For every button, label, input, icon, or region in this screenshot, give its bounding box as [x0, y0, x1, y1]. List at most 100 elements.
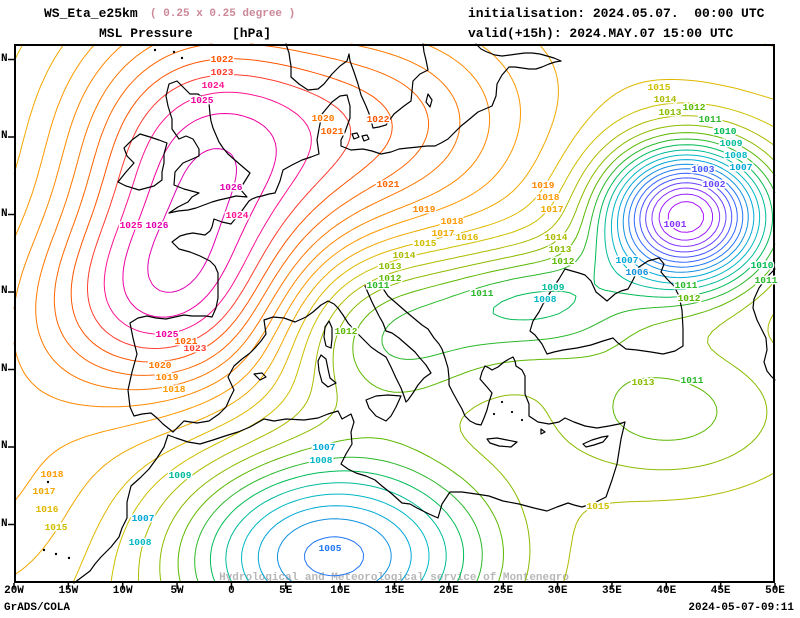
contour-line-1013: [159, 124, 776, 584]
contour-label: 1011: [681, 375, 704, 386]
coastline-great-britain: [165, 80, 251, 214]
contour-label: 1018: [163, 384, 186, 395]
contour-label: 1017: [541, 204, 564, 215]
lat-tick-label: N: [1, 440, 8, 452]
lon-tick-label: 30E: [547, 585, 568, 597]
contour-line-1008: [241, 154, 761, 584]
lon-tick-label: 25E: [493, 585, 514, 597]
contour-label: 1010: [714, 126, 737, 137]
contour-label: 1012: [678, 293, 701, 304]
contour-line-1006: [277, 163, 749, 584]
contour-label: 1008: [725, 150, 748, 161]
latitude-axis: N N N N N N N: [0, 0, 14, 618]
lon-tick-label: 35E: [602, 585, 622, 597]
field-units: [hPa]: [232, 26, 272, 41]
contour-label: 1005: [319, 543, 342, 554]
small-islands: [42, 48, 524, 560]
contour-label: 1003: [692, 164, 715, 175]
contour-label: 1016: [36, 504, 59, 515]
contour-label: 1010: [751, 260, 774, 271]
lon-tick-label: 45E: [710, 585, 731, 597]
contour-line-1020: [35, 43, 461, 391]
coastline-scandinavia: [285, 43, 429, 129]
contour-line-1024: [103, 91, 312, 335]
coastline-mediterranean-north: [172, 282, 517, 433]
coastline-black-sea: [529, 257, 684, 355]
contour-label: 1018: [41, 469, 64, 480]
map-frame: Hydrological and Meteorological service …: [8, 43, 779, 589]
contour-line-1025: [122, 113, 277, 318]
contour-line-1016: [13, 43, 776, 584]
contour-label: 1021: [377, 179, 400, 190]
contour-label: 1021: [321, 126, 344, 137]
coastline-caspian: [752, 268, 776, 381]
contour-line-1010: [209, 144, 773, 584]
contour-label: 1015: [414, 238, 437, 249]
contour-line-1017: [13, 43, 776, 576]
grads-credit: GrADS/COLA: [4, 602, 71, 614]
contour-line-1019: [13, 43, 491, 408]
contour-line-1000: [658, 193, 713, 241]
axis-ticks: [8, 58, 776, 589]
contour-line-1007: [257, 159, 755, 584]
contour-label: 1015: [648, 82, 671, 93]
contour-line-1021: [53, 43, 430, 376]
lon-tick-label: 0: [228, 585, 235, 597]
contour-label: 1022: [367, 114, 390, 125]
contour-label: 1019: [413, 204, 436, 215]
map-border: [14, 44, 775, 583]
contour-label: 1012: [552, 256, 575, 267]
contour-label: 1017: [33, 486, 56, 497]
contour-label: 1017: [432, 228, 455, 239]
contour-label: 1011: [699, 114, 722, 125]
lon-tick-label: 15E: [384, 585, 405, 597]
contour-label: 1012: [683, 102, 706, 113]
contour-label: 1011: [471, 288, 494, 299]
contour-label: 1018: [441, 216, 464, 227]
contour-label: 1012: [335, 326, 358, 337]
grid-resolution: ( 0.25 x 0.25 degree ): [150, 8, 296, 20]
contour-label: 1021: [175, 336, 198, 347]
lon-tick-label: 15W: [58, 585, 79, 597]
coastlines-layer: [42, 43, 776, 584]
contour-label: 1025: [120, 220, 143, 231]
contour-line-999: [667, 201, 704, 233]
contour-label: 1001: [664, 219, 687, 230]
contour-label: 1016: [456, 232, 479, 243]
coastline-finland: [475, 43, 562, 62]
lat-tick-label: N: [1, 130, 8, 142]
contour-label: 1025: [191, 95, 214, 106]
lon-tick-label: 5E: [279, 585, 293, 597]
contour-label: 1018: [537, 192, 560, 203]
contour-label: 1015: [45, 522, 68, 533]
contour-label: 1013: [632, 377, 655, 388]
contour-line-1018: [13, 43, 521, 503]
contour-label: 1026: [146, 220, 169, 231]
contour-label: 1013: [659, 107, 682, 118]
contour-label: 1009: [169, 470, 192, 481]
contour-label: 1012: [379, 273, 402, 284]
contour-label: 1009: [542, 282, 565, 293]
contour-label: 1014: [393, 250, 416, 261]
valid-time: valid(+15h): 2024.MAY.07 15:00 UTC: [468, 26, 734, 41]
lon-tick-label: 50E: [765, 585, 785, 597]
contour-label: 1015: [587, 501, 610, 512]
contour-label: 1008: [534, 294, 557, 305]
contour-label: 1024: [202, 80, 225, 91]
contour-line-1009: [225, 149, 767, 584]
contour-line-1003: [639, 177, 733, 258]
lon-tick-label: 10E: [330, 585, 351, 597]
contour-label: 1014: [545, 232, 568, 243]
contour-label: 1007: [730, 162, 753, 173]
lat-tick-label: N: [1, 362, 8, 375]
contour-line-1026: [147, 148, 237, 293]
contour-label: 1011: [675, 280, 698, 291]
contour-label: 1023: [184, 343, 207, 354]
coastline-turkey-north-africa: [73, 365, 626, 584]
field-title: MSL Pressure: [99, 26, 193, 41]
contour-line-1001: [651, 187, 721, 247]
contour-label: 1024: [226, 210, 249, 221]
contour-line-1004: [633, 172, 738, 263]
